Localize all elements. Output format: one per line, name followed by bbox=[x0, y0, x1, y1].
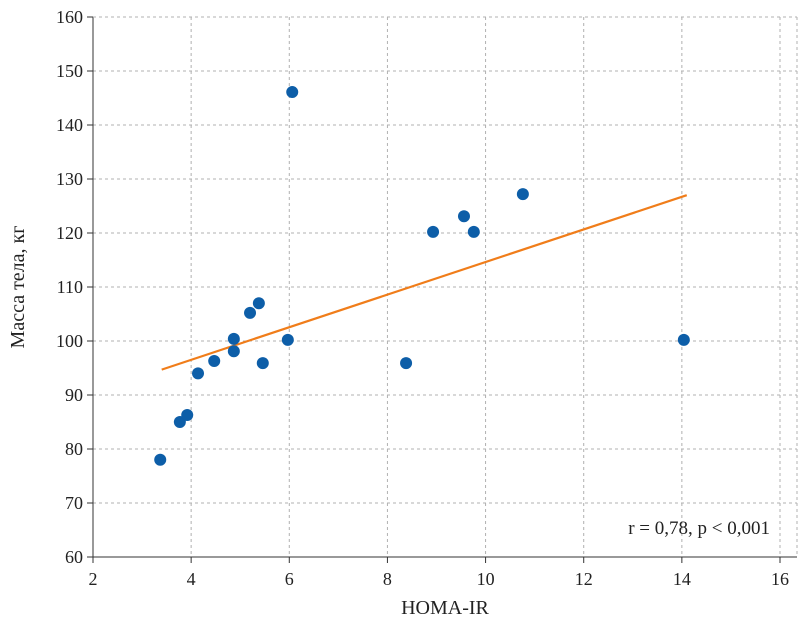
data-point bbox=[281, 333, 294, 346]
y-tick-label: 140 bbox=[56, 115, 83, 135]
y-tick-label: 100 bbox=[56, 331, 83, 351]
data-point bbox=[154, 453, 167, 466]
data-point bbox=[181, 408, 194, 421]
data-points bbox=[154, 86, 690, 466]
trend-line bbox=[161, 194, 688, 371]
x-tick-label: 4 bbox=[187, 569, 196, 589]
data-point bbox=[427, 225, 440, 238]
y-tick-label: 90 bbox=[65, 385, 83, 405]
y-tick-label: 80 bbox=[65, 439, 83, 459]
data-point bbox=[208, 354, 221, 367]
data-point bbox=[256, 357, 269, 370]
x-axis-label: HOMA-IR bbox=[401, 597, 489, 619]
x-tick-label: 8 bbox=[383, 569, 392, 589]
x-tick-label: 2 bbox=[89, 569, 98, 589]
x-tick-label: 14 bbox=[673, 569, 691, 589]
y-tick-label: 160 bbox=[56, 7, 83, 27]
y-tick-label: 120 bbox=[56, 223, 83, 243]
y-tick-label: 110 bbox=[57, 277, 83, 297]
data-point bbox=[286, 86, 299, 99]
data-point bbox=[227, 332, 240, 345]
data-point bbox=[457, 210, 470, 223]
data-point bbox=[192, 367, 205, 380]
x-tick-label: 10 bbox=[477, 569, 495, 589]
axes bbox=[87, 16, 798, 563]
data-point bbox=[467, 225, 480, 238]
y-tick-label: 150 bbox=[56, 61, 83, 81]
x-tick-label: 16 bbox=[771, 569, 789, 589]
data-point bbox=[677, 333, 690, 346]
y-tick-label: 60 bbox=[65, 547, 83, 567]
correlation-annotation: r = 0,78, p < 0,001 bbox=[628, 518, 770, 539]
tick-labels: 60 70 80 90 100 110 120 130 140 150 160 2 4 6 8 10 12 14 1… bbox=[56, 7, 789, 589]
x-tick-label: 12 bbox=[575, 569, 593, 589]
y-tick-label: 70 bbox=[65, 493, 83, 513]
data-point bbox=[227, 345, 240, 358]
y-tick-label: 130 bbox=[56, 169, 83, 189]
data-point bbox=[516, 188, 529, 201]
grid bbox=[93, 16, 797, 557]
data-point bbox=[244, 306, 257, 319]
data-point bbox=[400, 357, 413, 370]
x-tick-label: 6 bbox=[285, 569, 294, 589]
data-point bbox=[252, 297, 265, 310]
y-axis-label: Масса тела, кг bbox=[7, 226, 29, 349]
